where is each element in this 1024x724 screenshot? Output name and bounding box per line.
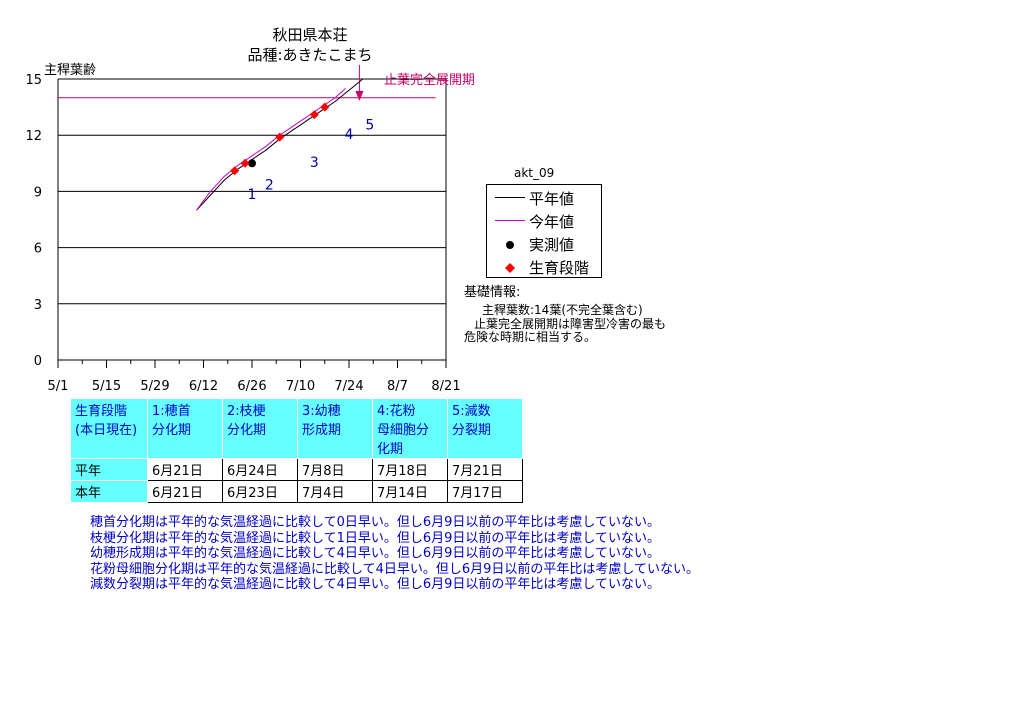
stage-header-1: 1:穂首 分化期 bbox=[147, 398, 223, 459]
table-cell: 6月24日 bbox=[222, 458, 298, 481]
table-cell: 6月21日 bbox=[147, 480, 223, 503]
growth-stage-table: 生育段階 (本日現在) 1:穂首 分化期 2:枝梗 分化期 3:幼穂 形成期 4… bbox=[70, 398, 523, 503]
x-tick-label: 7/10 bbox=[286, 379, 315, 394]
x-tick-label: 5/1 bbox=[48, 379, 69, 394]
row-label: 本年 bbox=[70, 480, 148, 503]
stage-number-label: 2 bbox=[265, 178, 274, 194]
legend-caption: akt_09 bbox=[514, 166, 555, 180]
x-tick-label: 8/7 bbox=[387, 379, 408, 394]
legend-item-normal: 平年値 bbox=[487, 187, 601, 209]
legend-label: 平年値 bbox=[529, 190, 575, 208]
stage-number-label: 5 bbox=[365, 118, 374, 134]
stage-number-label: 1 bbox=[248, 187, 257, 203]
stage-number-label: 3 bbox=[310, 155, 319, 171]
stage-header-5: 5:減数 分裂期 bbox=[447, 398, 523, 459]
stage-header-3: 3:幼穂 形成期 bbox=[297, 398, 373, 459]
table-cell: 7月8日 bbox=[297, 458, 373, 481]
stage-number-label: 4 bbox=[345, 127, 354, 143]
x-tick-label: 7/24 bbox=[334, 379, 363, 394]
stage-header-4: 4:花粉 母細胞分 化期 bbox=[372, 398, 448, 459]
y-tick-label: 3 bbox=[34, 298, 42, 313]
reference-line-label: 止葉完全展開期 bbox=[384, 72, 475, 88]
y-tick-label: 0 bbox=[34, 354, 42, 369]
table-row-this-year: 本年 6月21日 6月23日 7月4日 7月14日 7月17日 bbox=[70, 480, 523, 503]
x-tick-label: 5/15 bbox=[92, 379, 121, 394]
y-tick-label: 15 bbox=[25, 73, 42, 88]
stage-point bbox=[230, 166, 240, 176]
line-swatch-icon bbox=[495, 220, 525, 221]
table-cell: 6月23日 bbox=[222, 480, 298, 503]
stage-point bbox=[309, 110, 319, 120]
y-tick-label: 9 bbox=[34, 185, 42, 200]
chart-title: 秋田県本荘 bbox=[272, 26, 348, 44]
table-row-normal: 平年 6月21日 6月24日 7月8日 7月18日 7月21日 bbox=[70, 458, 523, 481]
x-tick-label: 6/12 bbox=[189, 379, 218, 394]
x-tick-label: 5/29 bbox=[140, 379, 169, 394]
x-tick-label: 8/21 bbox=[431, 379, 460, 394]
circle-marker-icon bbox=[506, 241, 514, 249]
y-tick-label: 6 bbox=[34, 242, 42, 257]
legend-label: 今年値 bbox=[529, 213, 575, 231]
measured-point bbox=[248, 159, 256, 168]
stage-comparison-notes: 穂首分化期は平年的な気温経過に比較して0日早い。但し6月9日以前の平年比は考慮し… bbox=[90, 515, 699, 593]
note-line: 幼穂形成期は平年的な気温経過に比較して4日早い。但し6月9日以前の平年比は考慮し… bbox=[90, 546, 661, 561]
table-cell: 7月14日 bbox=[372, 480, 448, 503]
diamond-marker-icon bbox=[505, 263, 515, 273]
table-cell: 7月21日 bbox=[447, 458, 523, 481]
legend-item-this-year: 今年値 bbox=[487, 210, 601, 232]
table-cell: 6月21日 bbox=[147, 458, 223, 481]
note-line: 減数分裂期は平年的な気温経過に比較して4日早い。但し6月9日以前の平年比は考慮し… bbox=[90, 577, 661, 592]
down-arrow-icon bbox=[355, 91, 364, 101]
stage-header-2: 2:枝梗 分化期 bbox=[222, 398, 298, 459]
y-axis-label: 主稈葉齢 bbox=[44, 63, 96, 78]
legend-label: 実測値 bbox=[529, 236, 575, 254]
legend-item-measured: 実測値 bbox=[487, 233, 601, 255]
stage-point bbox=[320, 102, 330, 112]
table-cell: 7月4日 bbox=[297, 480, 373, 503]
row-label: 平年 bbox=[70, 458, 148, 481]
info-heading: 基礎情報: bbox=[464, 285, 521, 300]
note-line: 穂首分化期は平年的な気温経過に比較して0日早い。但し6月9日以前の平年比は考慮し… bbox=[90, 515, 661, 530]
line-swatch-icon bbox=[495, 197, 525, 198]
legend-item-stage: 生育段階 bbox=[487, 256, 601, 278]
y-tick-label: 12 bbox=[25, 129, 42, 144]
info-leaf-count: 主稈葉数:14葉(不完全葉含む) bbox=[482, 303, 643, 317]
table-cell: 7月18日 bbox=[372, 458, 448, 481]
legend-label: 生育段階 bbox=[529, 259, 590, 277]
note-line: 枝梗分化期は平年的な気温経過に比較して1日早い。但し6月9日以前の平年比は考慮し… bbox=[90, 530, 661, 546]
x-tick-label: 6/26 bbox=[237, 379, 266, 394]
info-note-line1: 止葉完全展開期は障害型冷害の最も bbox=[474, 317, 667, 331]
note-line: 花粉母細胞分化期は平年的な気温経過に比較して4日早い。但し6月9日以前の平年比は… bbox=[90, 561, 700, 577]
chart-subtitle: 品種:あきたこまち bbox=[247, 46, 373, 64]
legend: 平年値 今年値 実測値 生育段階 bbox=[486, 184, 602, 278]
table-corner-header: 生育段階 (本日現在) bbox=[70, 398, 148, 459]
stage-point bbox=[240, 158, 250, 168]
table-cell: 7月17日 bbox=[447, 480, 523, 503]
stage-point bbox=[275, 132, 285, 142]
series-line bbox=[196, 78, 364, 211]
info-note-line2: 危険な時期に相当する。 bbox=[464, 330, 597, 344]
